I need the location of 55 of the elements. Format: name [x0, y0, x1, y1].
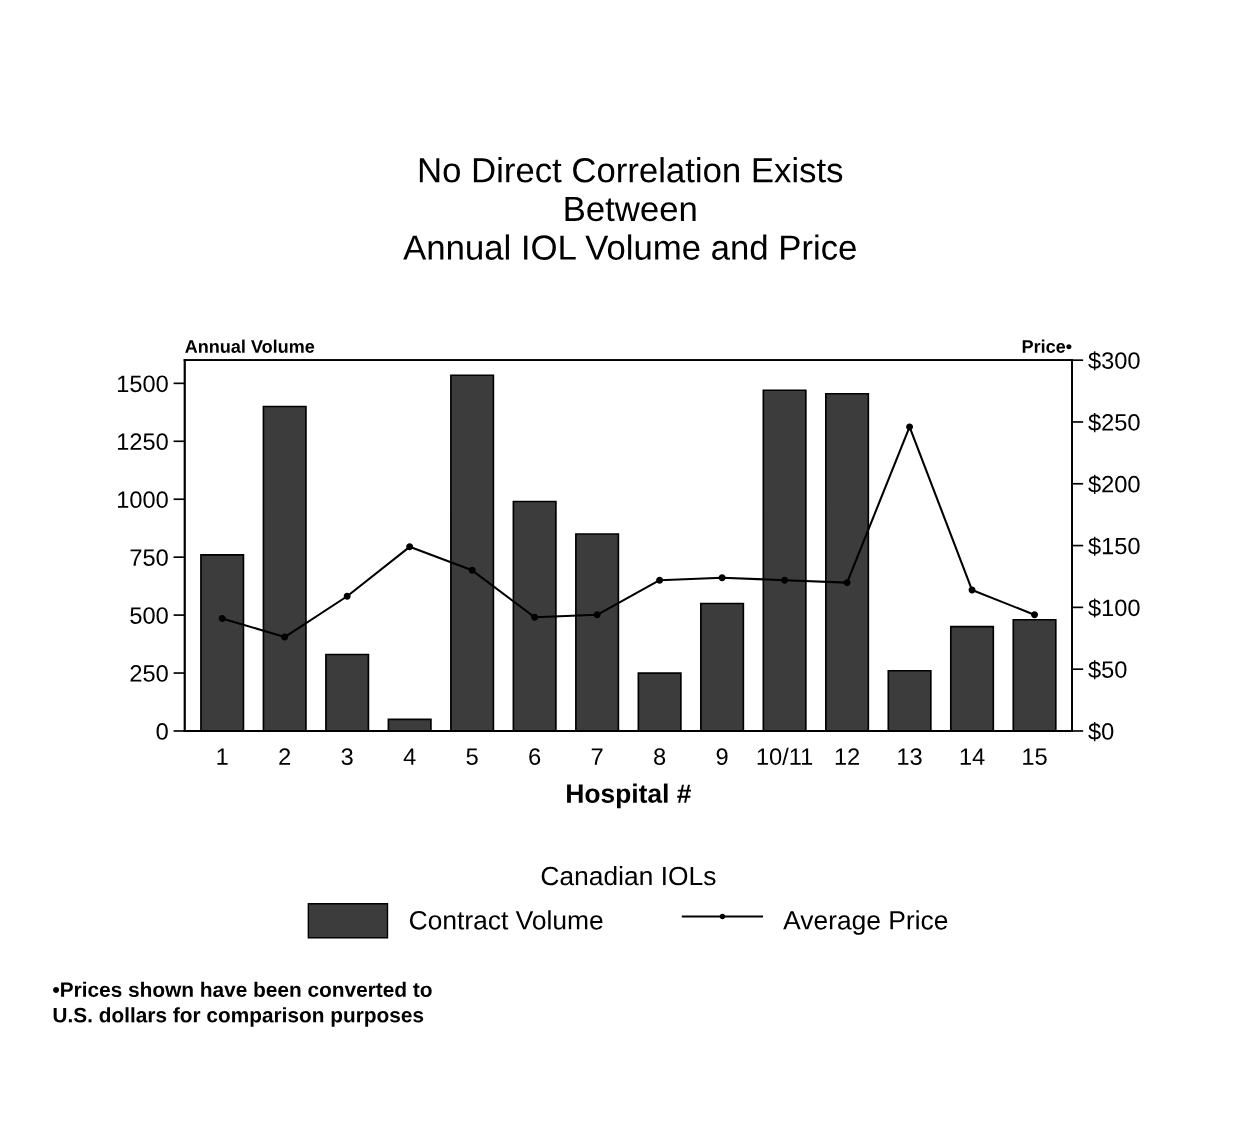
y2-tick-label: $250 [1088, 413, 1140, 433]
point [968, 586, 976, 594]
y2-tick-label: $50 [1088, 660, 1127, 680]
bar [949, 625, 995, 731]
point [343, 592, 351, 600]
point [1031, 611, 1039, 619]
point [656, 576, 664, 584]
bar [887, 669, 932, 731]
x-axis-title: Hospital # [567, 783, 691, 809]
y-tick-label: 250 [130, 665, 168, 682]
x-tick-label: 7 [591, 748, 603, 765]
bar [700, 602, 745, 731]
x-tick-label: 15 [1023, 748, 1047, 765]
y-tick-label: 0 [156, 723, 168, 740]
y-tick-label: 1250 [118, 433, 168, 451]
x-tick-label: 1 [217, 748, 228, 765]
y-axis-title: Annual Volume [185, 339, 315, 353]
x-tick-label: 13 [898, 748, 922, 765]
bar [325, 653, 370, 731]
y2-tick-label: $0 [1088, 722, 1114, 742]
y-tick-label: 1500 [118, 375, 168, 393]
x-tick-label: 6 [529, 748, 541, 765]
bar [637, 672, 682, 731]
point [406, 543, 414, 551]
point [718, 574, 726, 582]
x-tick-label: 3 [341, 748, 353, 765]
point [593, 611, 601, 619]
y-tick-label: 750 [130, 549, 168, 566]
point [281, 633, 289, 641]
point [781, 576, 789, 584]
legend-title: Canadian IOLs [541, 865, 716, 886]
point [843, 579, 851, 587]
x-tick-label: 10/11 [757, 747, 813, 765]
legend-label: Contract Volume [409, 910, 603, 930]
x-tick-label: 14 [960, 748, 985, 765]
point [531, 613, 539, 621]
x-tick-label: 2 [279, 748, 291, 765]
x-tick-label: 4 [403, 748, 416, 765]
y2-tick-label: $300 [1088, 351, 1140, 371]
legend-label: Average Price [783, 910, 948, 935]
x-tick-label: 5 [466, 748, 478, 765]
y-tick-label: 1000 [118, 491, 168, 509]
x-tick-label: 9 [716, 748, 728, 765]
y2-tick-label: $200 [1088, 474, 1140, 494]
y-tick-label: 500 [130, 607, 168, 624]
x-tick-label: 12 [835, 748, 860, 765]
y2-axis-title: Price• [1022, 339, 1072, 353]
point [218, 615, 226, 622]
point [468, 566, 476, 574]
x-tick-label: 8 [654, 748, 666, 765]
y2-tick-label: $150 [1088, 536, 1140, 556]
text: •Prices shown have been converted to U.S. dollars for comparison purposes [53, 981, 432, 1027]
y2-tick-label: $100 [1088, 598, 1140, 618]
point [906, 423, 914, 431]
chart-title: No Direct Correlation Exists Between Annual IOL Volume and Price [403, 157, 856, 260]
